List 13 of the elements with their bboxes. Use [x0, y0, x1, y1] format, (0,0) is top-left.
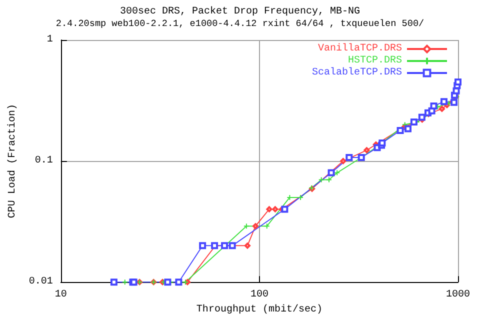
legend-label: ScalableTCP.DRS [312, 66, 402, 78]
x-tick-label: 10 [54, 290, 67, 301]
y-tick-label: 0.1 [34, 156, 53, 167]
chart-title: 300sec DRS, Packet Drop Frequency, MB-NG [120, 6, 360, 18]
legend-label: VanillaTCP.DRS [318, 42, 402, 54]
chart-subtitle: 2.4.20smp web100-2.2.1, e1000-4.4.12 rxint 64/64 , txqueuelen 500/ [56, 18, 425, 29]
y-tick-label: 1 [46, 34, 53, 46]
x-axis-title: Throughput (mbit/sec) [196, 304, 322, 316]
y-axis-title: CPU Load (Fraction) [6, 104, 18, 218]
x-tick-label: 1000 [446, 290, 470, 301]
y-tick-label: 0.01 [28, 276, 53, 288]
legend-label: HSTCP.DRS [348, 56, 402, 66]
x-tick-label: 100 [250, 290, 268, 301]
